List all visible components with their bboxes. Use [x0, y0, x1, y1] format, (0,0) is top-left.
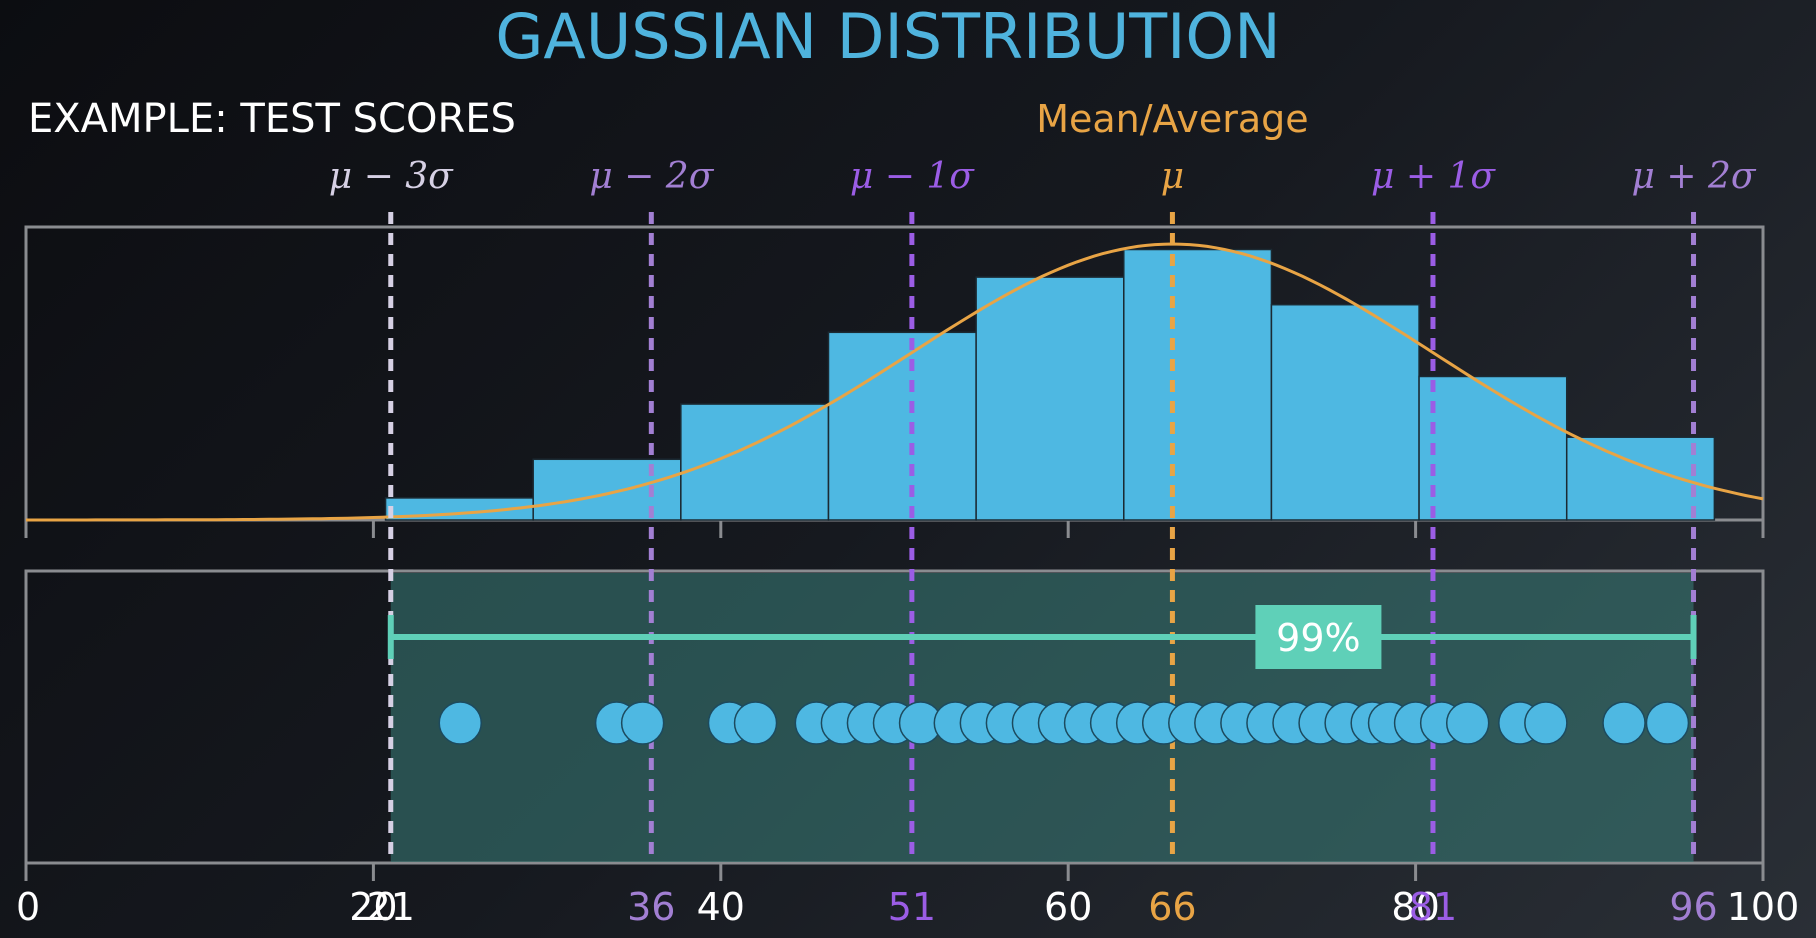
range-label-box	[1255, 605, 1382, 669]
score-dot	[1602, 701, 1646, 745]
gaussian-curve-group	[26, 242, 1764, 522]
score-dot	[620, 701, 665, 745]
x-axis-label: 21	[367, 885, 415, 929]
range-indicator: 99%	[387, 605, 1697, 669]
histogram-bars	[384, 248, 1716, 521]
chart-title: GAUSSIAN DISTRIBUTION	[495, 0, 1281, 73]
chart-frames	[24, 225, 1765, 881]
histogram-bar	[975, 276, 1125, 521]
mean-label: Mean/Average	[1036, 97, 1308, 141]
x-axis-label: 20	[349, 885, 397, 929]
score-dot	[438, 701, 482, 745]
sigma-label: μ − 3σ	[329, 156, 454, 197]
x-axis-label: 81	[1409, 885, 1457, 929]
x-axis-label: 80	[1391, 885, 1439, 929]
sigma-label: μ − 1σ	[850, 156, 975, 197]
x-axis-label: 0	[16, 885, 40, 929]
histogram-bar	[1123, 248, 1273, 521]
score-dot	[1645, 701, 1690, 745]
histogram-bar	[680, 403, 830, 521]
x-axis-label: 36	[627, 885, 675, 929]
score-dot	[1524, 701, 1568, 745]
x-axis-label: 66	[1148, 885, 1196, 929]
score-dot	[1445, 701, 1490, 745]
dotplot-frame	[24, 569, 1765, 865]
x-axis-label: 60	[1044, 885, 1092, 929]
histogram-bar	[1565, 436, 1716, 521]
histogram-bar	[827, 331, 977, 521]
sigma-label: μ − 2σ	[589, 156, 714, 197]
score-dot	[733, 701, 778, 745]
score-dots	[438, 701, 1690, 745]
gaussian-curve	[26, 242, 1764, 522]
x-axis-label: 40	[697, 885, 745, 929]
sigma-lines	[388, 212, 1697, 863]
histogram-bar	[1418, 375, 1568, 521]
x-axis-label: 51	[888, 885, 936, 929]
range-label: 99%	[1276, 616, 1360, 660]
x-axis-label: 96	[1669, 885, 1717, 929]
histogram-bar	[532, 458, 682, 521]
x-axis-label: 100	[1727, 885, 1800, 929]
chart-labels: μ − 3σ μ − 2σ μ − 1σ μ μ + 1σ μ + 2σ Mean/Aver…	[16, 97, 1799, 929]
chart-subtitle: EXAMPLE: TEST SCORES	[28, 96, 516, 142]
histogram-bar	[1270, 303, 1420, 521]
sigma-label: μ	[1161, 156, 1184, 197]
sigma-label: μ + 2σ	[1632, 156, 1757, 197]
sigma-label: μ + 1σ	[1371, 156, 1496, 197]
